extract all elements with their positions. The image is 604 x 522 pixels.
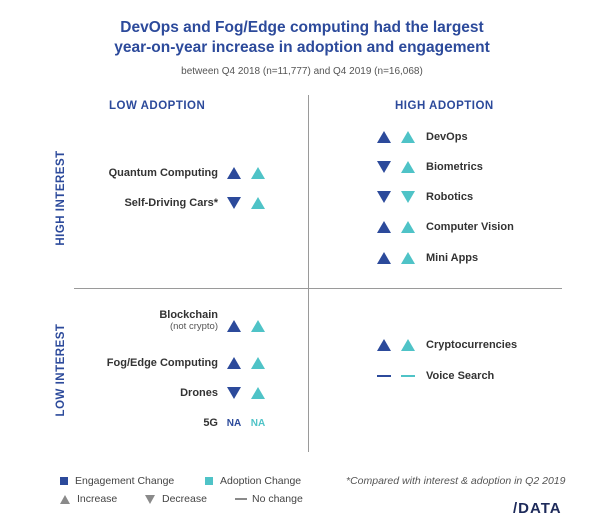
technology-name: Mini Apps [426,252,479,264]
subtitle: between Q4 2018 (n=11,777) and Q4 2019 (… [181,66,423,77]
decrease-icon [145,494,155,504]
technology-label: Voice Search [426,370,494,382]
technology-name: Drones [180,387,218,399]
increase-arrow-icon [250,196,266,210]
technology-item: Fog/Edge Computing [0,354,604,372]
increase-arrow-icon [376,220,392,234]
technology-name: Robotics [426,191,474,203]
technology-label: Drones [180,387,218,399]
no-change-dash-icon [376,369,392,383]
decrease-arrow-icon [376,190,392,204]
title-line-2: year-on-year increase in adoption and en… [114,39,490,56]
technology-name: Computer Vision [426,221,514,233]
increase-arrow-icon [226,319,242,333]
legend-decrease: Decrease [145,493,207,505]
technology-item: Drones [0,384,604,402]
legend-engagement: Engagement Change [60,475,174,487]
technology-item: Cryptocurrencies [0,336,604,354]
increase-arrow-icon [376,251,392,265]
technology-name: Voice Search [426,370,495,382]
legend-adoption: Adoption Change [205,475,301,487]
technology-name: Blockchain [159,309,218,321]
no-change-icon [235,498,247,500]
decrease-arrow-icon [400,190,416,204]
technology-label: Self-Driving Cars* [124,197,218,209]
technology-item: DevOps [0,128,604,146]
increase-arrow-icon [400,220,416,234]
na-indicator: NA [226,417,242,429]
increase-arrow-icon [250,166,266,180]
increase-icon [60,494,70,504]
technology-label: Mini Apps [426,252,478,264]
na-indicator: NA [250,417,266,429]
technology-label: Fog/Edge Computing [107,357,218,369]
decrease-arrow-icon [226,386,242,400]
technology-name: Quantum Computing [108,167,218,179]
legend-increase: Increase [60,493,117,505]
title-line-1: DevOps and Fog/Edge computing had the la… [120,19,484,36]
increase-arrow-icon [226,166,242,180]
technology-name: 5G [203,417,218,429]
low-adoption-heading: LOW ADOPTION [109,100,206,112]
increase-arrow-icon [400,251,416,265]
technology-item: Self-Driving Cars* [0,194,604,212]
legend-decrease-label: Decrease [162,493,207,505]
technology-item: Blockchain (not crypto) [0,309,604,335]
decrease-arrow-icon [376,160,392,174]
technology-label: Computer Vision [426,221,514,233]
increase-arrow-icon [376,130,392,144]
footnote: *Compared with interest & adoption in Q2… [346,475,566,487]
technology-item: Biometrics [0,158,604,176]
legend-no-change-label: No change [252,493,303,505]
legend-no-change: No change [235,493,303,505]
legend-engagement-label: Engagement Change [75,475,175,487]
legend-adoption-label: Adoption Change [220,475,302,487]
technology-item: Robotics [0,188,604,206]
technology-label: DevOps [426,131,468,143]
technology-label: Biometrics [426,161,483,173]
technology-label: Quantum Computing [109,167,218,179]
increase-arrow-icon [250,356,266,370]
increase-arrow-icon [226,356,242,370]
decrease-arrow-icon [226,196,242,210]
technology-name: Self-Driving Cars* [124,197,218,209]
high-adoption-heading: HIGH ADOPTION [395,100,494,112]
no-change-dash-icon [400,369,416,383]
increase-arrow-icon [400,338,416,352]
technology-sublabel: (not crypto) [169,321,218,332]
technology-name: Fog/Edge Computing [106,357,218,369]
technology-item: 5G NA NA [0,414,604,432]
adoption-swatch [205,477,213,485]
technology-label: Blockchain (not crypto) [159,309,218,332]
horizontal-divider [74,288,562,289]
technology-name: Biometrics [426,161,483,173]
increase-arrow-icon [250,386,266,400]
technology-item: Voice Search [0,367,604,385]
legend-increase-label: Increase [77,493,118,505]
engagement-swatch [60,477,68,485]
idata-logo: /DATA [513,500,562,517]
increase-arrow-icon [400,130,416,144]
technology-label: 5G [203,417,218,429]
technology-label: Cryptocurrencies [426,339,517,351]
technology-item: Quantum Computing [0,164,604,182]
technology-item: Mini Apps [0,249,604,267]
increase-arrow-icon [250,319,266,333]
technology-name: DevOps [426,131,468,143]
technology-item: Computer Vision [0,218,604,236]
vertical-divider [308,95,309,452]
increase-arrow-icon [376,338,392,352]
technology-label: Robotics [426,191,473,203]
increase-arrow-icon [400,160,416,174]
technology-name: Cryptocurrencies [426,339,518,351]
